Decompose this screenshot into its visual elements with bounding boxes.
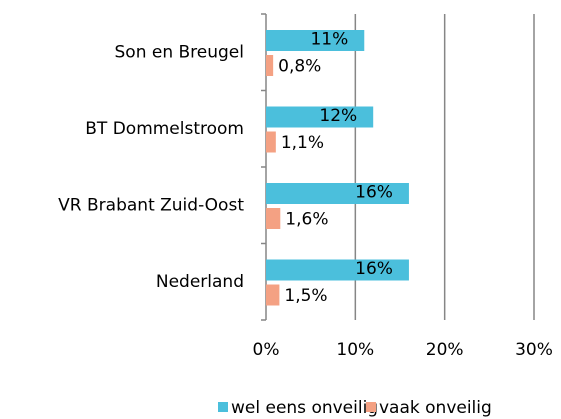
x-tick-label: 30% — [515, 340, 553, 360]
data-label: 16% — [355, 183, 393, 203]
bar — [266, 259, 409, 281]
bar — [266, 55, 274, 76]
y-tick-label: VR Brabant Zuid-Oost — [58, 195, 244, 215]
bar — [266, 30, 365, 51]
bar — [266, 284, 280, 306]
x-tick-label: 10% — [336, 340, 374, 360]
data-label: 1,1% — [281, 133, 324, 153]
legend-swatch — [366, 402, 376, 412]
data-label: 0,8% — [278, 57, 321, 77]
data-label: 1,5% — [284, 286, 327, 306]
bar — [266, 208, 281, 229]
legend-swatch — [218, 402, 228, 412]
x-tick-label: 0% — [253, 340, 280, 360]
data-label: 1,6% — [285, 210, 328, 230]
y-tick-label: BT Dommelstroom — [85, 119, 244, 139]
x-tick-label: 20% — [426, 340, 464, 360]
y-tick-label: Son en Breugel — [115, 42, 245, 62]
data-label: 11% — [310, 30, 348, 50]
bar — [266, 183, 409, 204]
y-tick-label: Nederland — [156, 272, 244, 292]
legend-label: vaak onveilig — [379, 398, 492, 418]
data-label: 12% — [319, 106, 357, 126]
data-label: 16% — [355, 259, 393, 279]
bar — [266, 106, 374, 128]
legend-label: wel eens onveilig — [231, 398, 378, 418]
bar — [266, 131, 276, 153]
